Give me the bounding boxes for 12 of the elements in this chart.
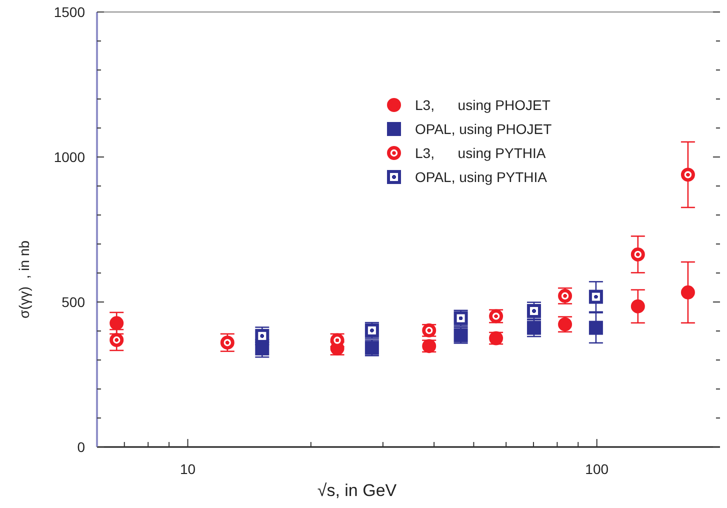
y-tick-label: 1000 [54, 149, 86, 165]
y-axis-title: σ(γγ) , in nb [16, 240, 32, 318]
x-tick-label: 100 [585, 461, 609, 477]
legend-label: L3, using PYTHIA [415, 145, 546, 161]
legend-label: OPAL, using PHOJET [415, 121, 552, 137]
legend-label: L3, using PHOJET [415, 97, 551, 113]
x-tick-label: 10 [180, 461, 196, 477]
y-tick-label: 500 [62, 294, 86, 310]
x-axis-title: √s, in GeV [317, 481, 398, 500]
legend-label: OPAL, using PYTHIA [415, 169, 548, 185]
y-tick-label: 0 [77, 439, 86, 455]
y-tick-label: 1500 [54, 4, 86, 20]
